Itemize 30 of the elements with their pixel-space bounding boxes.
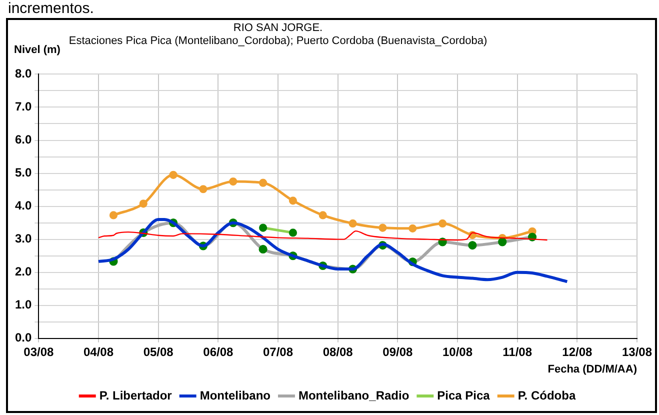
y-tick-label: 2.0 xyxy=(14,264,32,279)
x-tick-label: 10/08 xyxy=(442,344,473,359)
x-tick-label: 09/08 xyxy=(382,344,414,359)
x-tick-label: 04/08 xyxy=(83,344,114,359)
x-tick-label: 13/08 xyxy=(622,344,652,359)
y-tick-label: 3.0 xyxy=(14,232,32,246)
legend-label: Montelibano_Radio xyxy=(298,388,410,402)
x-tick-label: 08/08 xyxy=(322,344,354,359)
legend-label: Pica Pica xyxy=(437,388,490,402)
x-tick-label: 05/08 xyxy=(143,344,174,359)
x-tick-label: 06/08 xyxy=(203,344,234,359)
chart-subtitle: Estaciones Pica Pica (Montelibano_Cordoba); Puerto Cordoba (Buenavista_Cordoba) xyxy=(68,35,488,48)
x-tick-label: 03/08 xyxy=(24,344,54,359)
legend-label: P. Libertador xyxy=(99,388,172,402)
y-axis-title: Nivel (m) xyxy=(14,44,60,56)
text: incrementos. xyxy=(8,0,94,17)
legend-label: Montelibano xyxy=(200,388,270,402)
y-tick-label: 6.0 xyxy=(14,132,32,147)
chart-title: RIO SAN JORGE. xyxy=(232,22,324,35)
x-tick-label: 07/08 xyxy=(262,344,294,359)
x-tick-label: 11/08 xyxy=(502,344,532,359)
y-tick-label: 8.0 xyxy=(14,66,32,81)
x-axis-title: Fecha (DD/M/AA) xyxy=(548,363,638,376)
y-tick-label: 1.0 xyxy=(14,298,32,312)
y-tick-label: 4.0 xyxy=(14,198,32,213)
legend-label: P. Códoba xyxy=(518,388,576,402)
y-tick-label: 7.0 xyxy=(14,100,32,114)
x-tick-label: 12/08 xyxy=(562,344,592,359)
y-tick-label: 5.0 xyxy=(14,166,32,180)
y-tick-label: 0.0 xyxy=(14,330,32,345)
